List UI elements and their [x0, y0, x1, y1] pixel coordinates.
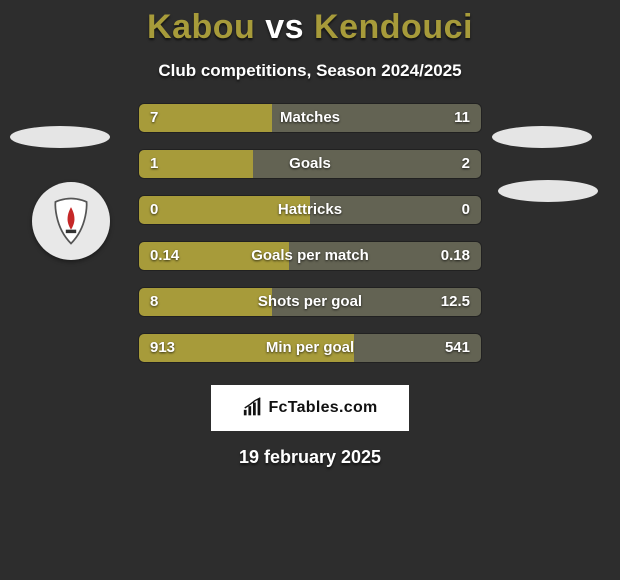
stat-value-left: 7	[150, 103, 158, 133]
subtitle: Club competitions, Season 2024/2025	[0, 61, 620, 81]
stat-row: Shots per goal8 12.5	[0, 287, 620, 333]
player-ellipse-right-bot	[498, 180, 598, 202]
stat-label: Shots per goal	[138, 287, 482, 317]
stat-row: Min per goal913 541	[0, 333, 620, 379]
club-logo	[32, 182, 110, 260]
chart-icon	[242, 397, 264, 419]
stat-value-right: 541	[445, 333, 470, 363]
stat-value-left: 1	[150, 149, 158, 179]
stat-value-left: 913	[150, 333, 175, 363]
stat-value-right: 12.5	[441, 287, 470, 317]
stat-label: Min per goal	[138, 333, 482, 363]
stat-label: Goals per match	[138, 241, 482, 271]
stat-label: Matches	[138, 103, 482, 133]
page-title: Kabou vs Kendouci	[0, 8, 620, 47]
title-right: Kendouci	[314, 8, 473, 46]
stat-label: Goals	[138, 149, 482, 179]
shield-icon	[45, 195, 97, 247]
title-vs: vs	[265, 8, 304, 46]
stat-label: Hattricks	[138, 195, 482, 225]
player-ellipse-left	[10, 126, 110, 148]
stat-value-left: 0	[150, 195, 158, 225]
stat-value-left: 0.14	[150, 241, 179, 271]
stat-value-left: 8	[150, 287, 158, 317]
branding-badge: FcTables.com	[211, 385, 409, 431]
stat-value-right: 11	[454, 103, 470, 133]
branding-text: FcTables.com	[268, 399, 377, 417]
stat-value-right: 0.18	[441, 241, 470, 271]
stat-value-right: 2	[462, 149, 470, 179]
player-ellipse-right-top	[492, 126, 592, 148]
date-text: 19 february 2025	[0, 447, 620, 468]
stat-value-right: 0	[462, 195, 470, 225]
title-left: Kabou	[147, 8, 255, 46]
